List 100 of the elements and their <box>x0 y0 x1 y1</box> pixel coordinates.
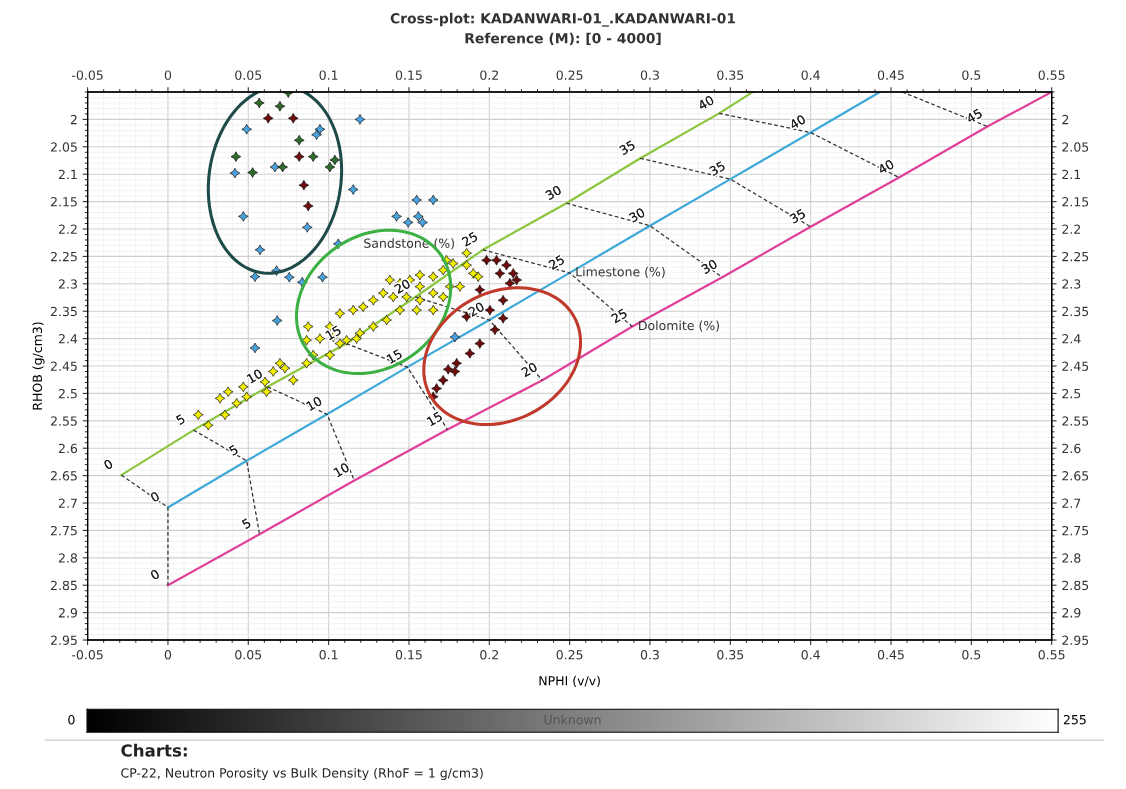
x-tick-label: 0.5 <box>962 649 981 660</box>
annotation: 10 <box>333 462 350 478</box>
y-axis-title: RHOB (g/cm3) <box>32 322 45 410</box>
annotation: 25 <box>461 231 479 247</box>
y-tick-label: 2.5 <box>58 388 77 399</box>
y2-tick-label: 2.3 <box>1062 279 1081 289</box>
y2-tick-label: 2.9 <box>1062 608 1081 618</box>
color-bar-label: 0 <box>68 714 75 725</box>
x-tick-label: 0.3 <box>640 649 659 660</box>
y2-tick-label: 2.75 <box>1062 525 1089 536</box>
y-tick-label: 2.7 <box>58 498 77 508</box>
y-tick-label: 2.6 <box>58 443 78 454</box>
x2-tick-label: -0.05 <box>72 70 103 80</box>
annotation: 30 <box>544 184 562 201</box>
annotation: 35 <box>618 140 636 156</box>
y-tick-label: 2.05 <box>50 142 77 152</box>
series-label: Sandstone (%) <box>364 238 455 250</box>
x2-tick-label: 0.3 <box>640 70 659 80</box>
y2-tick-label: 2.8 <box>1062 553 1081 563</box>
x2-tick-label: 0.35 <box>717 70 744 80</box>
y2-tick-label: 2.5 <box>1062 388 1081 399</box>
y-tick-label: 2.1 <box>58 169 77 179</box>
annotation: 10 <box>246 368 264 384</box>
x2-tick-label: 0 <box>164 70 172 80</box>
y-tick-label: 2.35 <box>50 306 77 317</box>
x-axis-title: NPHI (v/v) <box>539 675 600 687</box>
annotation: 0 <box>149 491 160 503</box>
x-tick-label: 0.4 <box>801 649 820 660</box>
x-tick-label: 0.05 <box>235 649 262 660</box>
y-tick-label: 2.8 <box>58 553 78 563</box>
annotation: 30 <box>628 207 646 223</box>
y2-tick-label: 2.15 <box>1062 197 1089 207</box>
y-tick-label: 2.2 <box>58 224 77 234</box>
y-tick-label: 2.25 <box>50 251 77 262</box>
y2-tick-label: 2.05 <box>1062 142 1089 152</box>
x-tick-label: -0.05 <box>72 649 103 660</box>
x-tick-label: 0.2 <box>480 649 498 660</box>
y-tick-label: 2.85 <box>50 580 77 591</box>
y2-tick-label: 2.65 <box>1062 471 1089 481</box>
color-bar-label: 255 <box>1063 714 1086 725</box>
y-tick-label: 2.3 <box>58 279 77 289</box>
x-tick-label: 0 <box>164 649 172 660</box>
x2-tick-label: 0.45 <box>877 70 904 80</box>
annotation: 5 <box>175 414 186 426</box>
y-tick-label: 2.55 <box>50 416 77 426</box>
annotation: 40 <box>697 95 715 111</box>
annotation: 40 <box>788 114 807 130</box>
y2-tick-label: 2.2 <box>1062 224 1081 234</box>
x-tick-label: 0.25 <box>556 649 583 660</box>
annotation: 5 <box>228 444 239 456</box>
y2-tick-label: 2.45 <box>1062 361 1089 371</box>
annotation: 20 <box>467 301 485 317</box>
y2-tick-label: 2.1 <box>1062 169 1081 179</box>
y-tick-label: 2.15 <box>50 197 77 207</box>
text: CP-22, Neutron Porosity vs Bulk Density (RhoF = 1 g/cm3) <box>121 767 483 781</box>
y2-tick-label: 2.95 <box>1062 635 1089 645</box>
x-tick-label: 0.45 <box>877 649 904 660</box>
annotation: 0 <box>103 458 114 471</box>
y2-tick-label: 2.6 <box>1062 443 1081 454</box>
y2-tick-label: 2.4 <box>1062 334 1081 344</box>
y-tick-label: 2.75 <box>50 525 77 536</box>
annotation: 30 <box>700 258 718 275</box>
y-tick-label: 2.4 <box>58 334 78 344</box>
y2-tick-label: 2.55 <box>1062 416 1089 426</box>
x-tick-label: 0.1 <box>319 649 338 660</box>
x2-tick-label: 0.5 <box>962 70 981 80</box>
y2-tick-label: 2 <box>1062 114 1069 125</box>
chart-title: Cross-plot: KADANWARI-01_.KADANWARI-01 <box>390 12 736 27</box>
annotation: 20 <box>393 278 411 294</box>
annotation: 25 <box>610 308 628 324</box>
annotation: 15 <box>426 411 443 427</box>
chart-subtitle: Reference (M): [0 - 4000] <box>465 32 661 46</box>
annotation: 25 <box>548 254 565 270</box>
x-tick-label: 0.35 <box>717 649 744 660</box>
y-tick-label: 2.65 <box>50 471 77 481</box>
annotation: 10 <box>305 395 323 411</box>
y2-tick-label: 2.35 <box>1062 306 1089 317</box>
annotation: 40 <box>877 159 895 175</box>
annotation: 0 <box>149 568 160 581</box>
text: Charts: <box>121 743 187 757</box>
y-tick-label: 2.9 <box>58 608 77 618</box>
x-tick-label: 0.15 <box>395 649 422 660</box>
x2-tick-label: 0.1 <box>319 70 338 80</box>
annotation: 15 <box>386 349 403 364</box>
y-tick-label: 2 <box>70 114 77 125</box>
x2-tick-label: 0.15 <box>395 70 422 80</box>
y2-tick-label: 2.85 <box>1062 580 1089 591</box>
x2-tick-label: 0.25 <box>556 70 583 80</box>
annotation: 20 <box>520 361 538 378</box>
x2-tick-label: 0.4 <box>801 70 820 80</box>
annotation: 35 <box>789 208 806 224</box>
y2-tick-label: 2.25 <box>1062 251 1089 262</box>
annotation: 5 <box>241 518 252 530</box>
x2-tick-label: 0.55 <box>1038 70 1065 80</box>
y2-tick-label: 2.7 <box>1062 498 1081 508</box>
annotation: 15 <box>325 325 342 341</box>
y-tick-label: 2.95 <box>50 635 77 645</box>
x2-tick-label: 0.2 <box>480 70 498 80</box>
x2-tick-label: 0.05 <box>235 70 262 80</box>
annotation: 35 <box>708 160 726 177</box>
